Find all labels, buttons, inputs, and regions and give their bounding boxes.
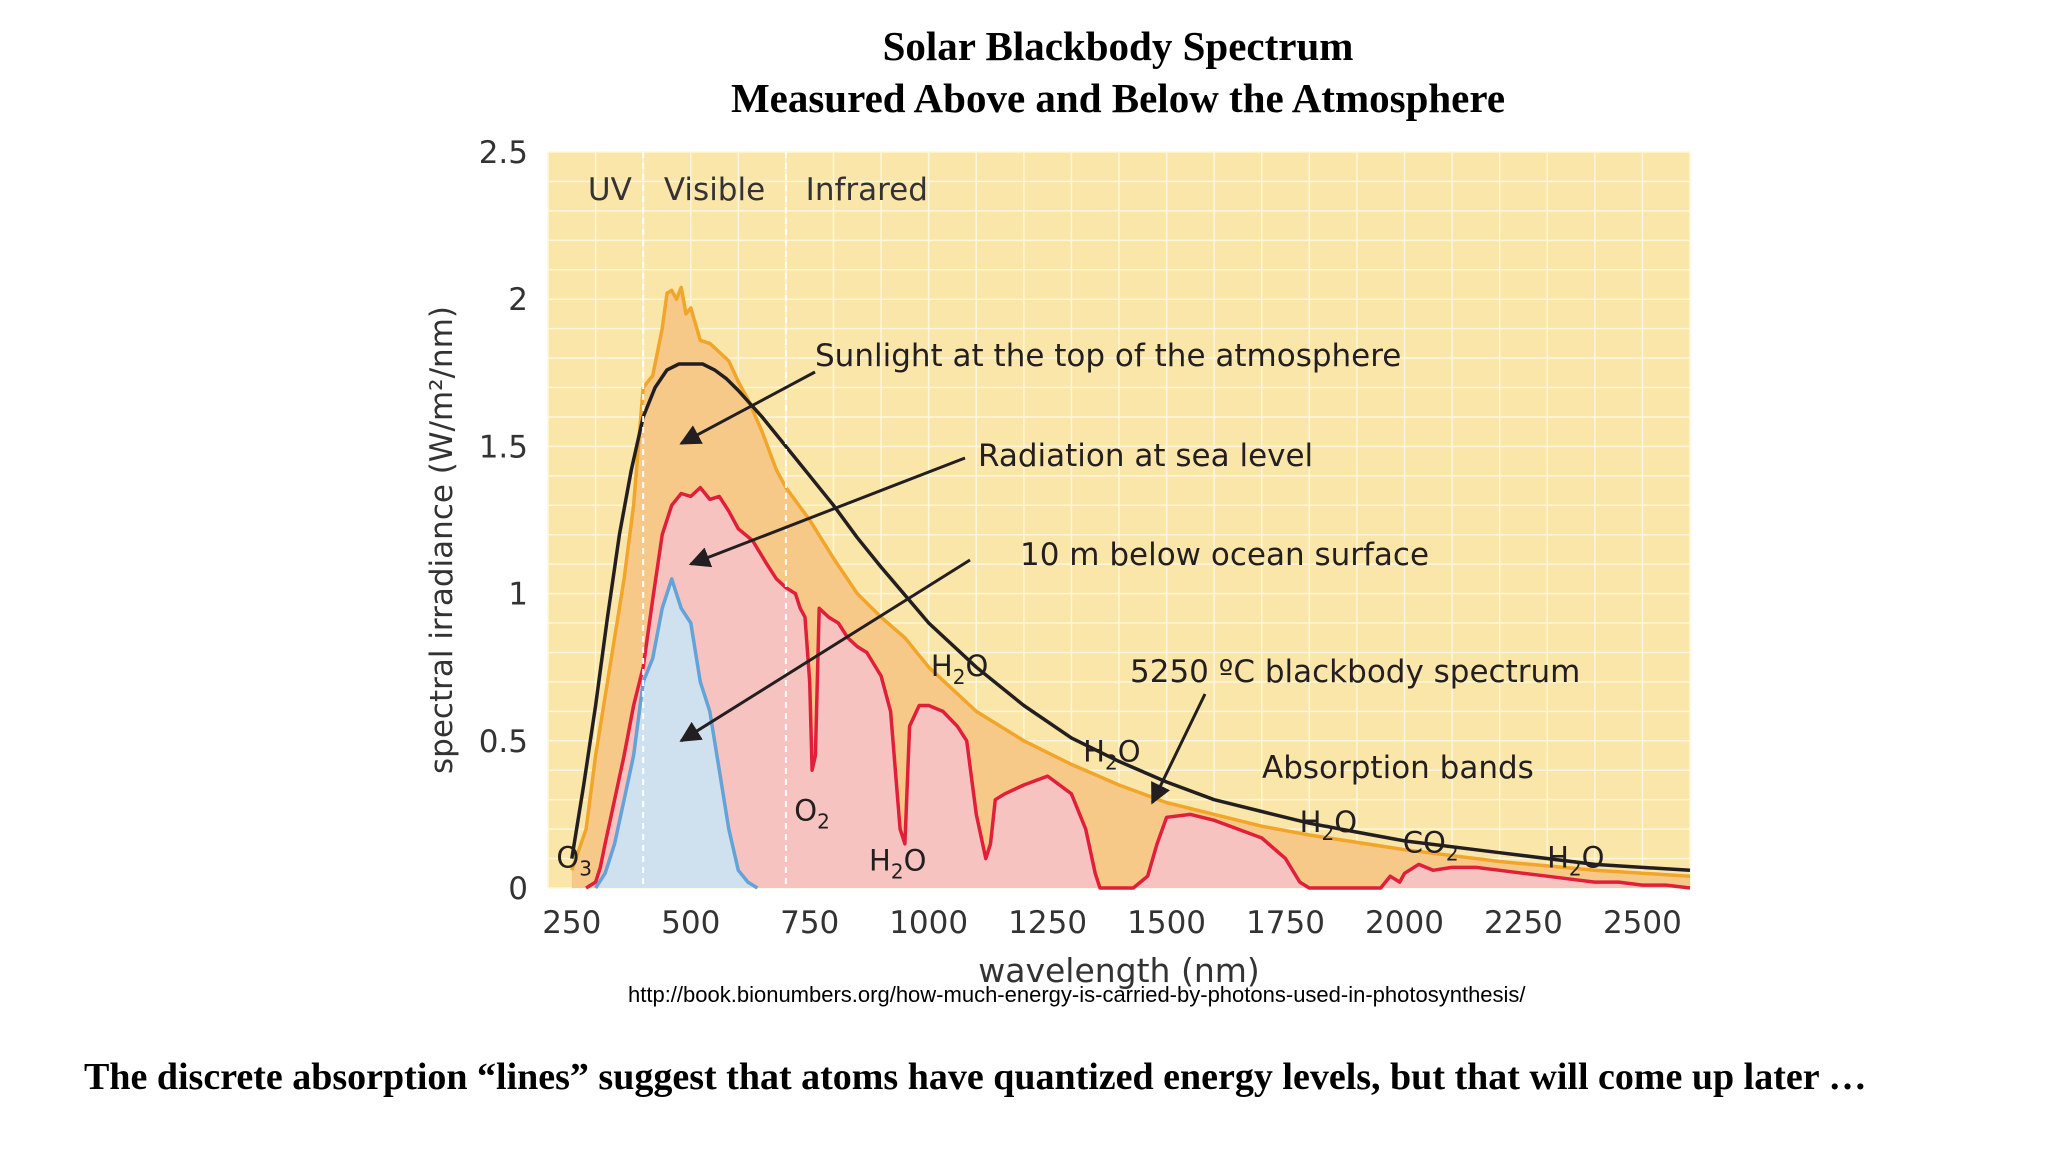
- y-tick-label: 2.5: [479, 135, 528, 171]
- region-layer: UV Visible Infrared: [588, 152, 928, 888]
- series-radiation-at-sea-level-area: [586, 487, 1690, 888]
- region-label: Infrared: [806, 172, 928, 208]
- annotation-text: Sunlight at the top of the atmosphere: [815, 338, 1401, 374]
- axis-layer: 250 500 750 1000 1250 1500 1750 2000 2250 2500 0 0.…: [424, 135, 1682, 990]
- absorption-label: H2O: [869, 843, 926, 883]
- absorption-label: H2O: [1083, 734, 1140, 774]
- x-tick-label: 1750: [1246, 905, 1325, 941]
- annotation-text: Radiation at sea level: [978, 438, 1313, 474]
- x-tick-label: 1250: [1008, 905, 1087, 941]
- x-axis-label: wavelength (nm): [978, 951, 1260, 990]
- series-5250-c-blackbody-spectrum-line: [570, 362, 1691, 873]
- title-line-1: Solar Blackbody Spectrum: [882, 23, 1354, 69]
- annotation-arrow: [679, 370, 816, 445]
- region-label: Visible: [664, 172, 765, 208]
- source-link[interactable]: http://book.bionumbers.org/how-much-ener…: [628, 982, 1526, 1007]
- title-line-2: Measured Above and Below the Atmosphere: [730, 75, 1506, 121]
- footer-note: The discrete absorption “lines” suggest …: [84, 1056, 1867, 1098]
- series-radiation-at-sea-level-line: [585, 485, 1691, 890]
- annotation-text: 10 m below ocean surface: [1020, 537, 1429, 573]
- y-tick-label: 1: [508, 577, 528, 613]
- annotation-arrow: [688, 456, 966, 568]
- x-tick-label: 2250: [1484, 905, 1563, 941]
- absorption-label: O2: [794, 793, 830, 833]
- region-label: UV: [588, 172, 632, 208]
- series-10-m-below-ocean-surface-line: [594, 577, 759, 890]
- annotation-arrow: [679, 558, 971, 743]
- y-tick-label: 0.5: [479, 724, 528, 760]
- absorption-label: O3: [556, 840, 592, 880]
- slide-title: Solar Blackbody Spectrum Measured Above …: [0, 20, 2048, 124]
- y-tick-label: 1.5: [479, 429, 528, 465]
- absorption-label: CO2: [1403, 826, 1459, 866]
- absorption-label: H2O: [1300, 805, 1357, 845]
- x-tick-label: 1500: [1127, 905, 1206, 941]
- x-tick-label: 500: [661, 905, 720, 941]
- annotation-layer: Sunlight at the top of the atmosphere Rad…: [556, 338, 1604, 883]
- absorption-label: H2O: [931, 649, 988, 689]
- y-tick-label: 0: [508, 871, 528, 907]
- y-tick-label: 2: [508, 282, 528, 318]
- x-tick-label: 750: [780, 905, 839, 941]
- annotation-text: Absorption bands: [1262, 750, 1534, 786]
- y-axis-label: spectral irradiance (W/m²/nm): [424, 306, 460, 774]
- absorption-label: H2O: [1547, 840, 1604, 880]
- x-tick-label: 1000: [889, 905, 968, 941]
- annotation-arrow: [1150, 693, 1207, 805]
- x-tick-label: 250: [542, 905, 601, 941]
- series-10-m-below-ocean-surface-area: [595, 578, 758, 888]
- annotation-text: 5250 ºC blackbody spectrum: [1130, 654, 1580, 690]
- x-tick-label: 2500: [1603, 905, 1682, 941]
- x-tick-label: 2000: [1365, 905, 1444, 941]
